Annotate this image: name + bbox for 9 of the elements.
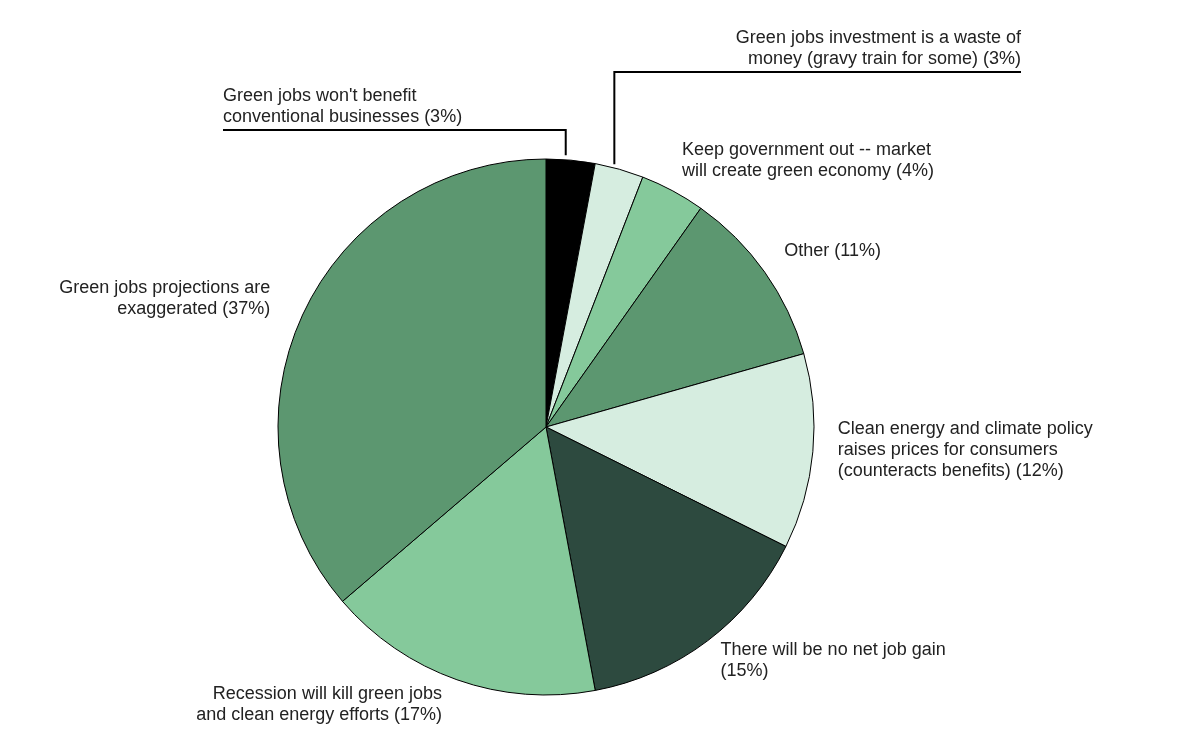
slice-label: Clean energy and climate policy raises prices for consumers (counteracts benefits) (12%)	[837, 418, 1093, 481]
slice-label: There will be no net job gain	[720, 639, 946, 660]
slice-label: Green jobs projections are exaggerated (37%)	[59, 276, 271, 318]
slice-label: Keep government out -- market will create green economy (4%)	[680, 138, 935, 180]
slice-label: Recession will kill green jobs and clean energy efforts (17%)	[196, 682, 442, 724]
data-label: (15%)	[720, 660, 769, 681]
slice-label: Green jobs won't benefit conventional businesses (3%)	[223, 85, 463, 126]
slice-label: Green jobs investment is a waste of money (gravy train for some) (3%)	[735, 27, 1022, 68]
slice-label: Other (11%)	[784, 239, 881, 260]
